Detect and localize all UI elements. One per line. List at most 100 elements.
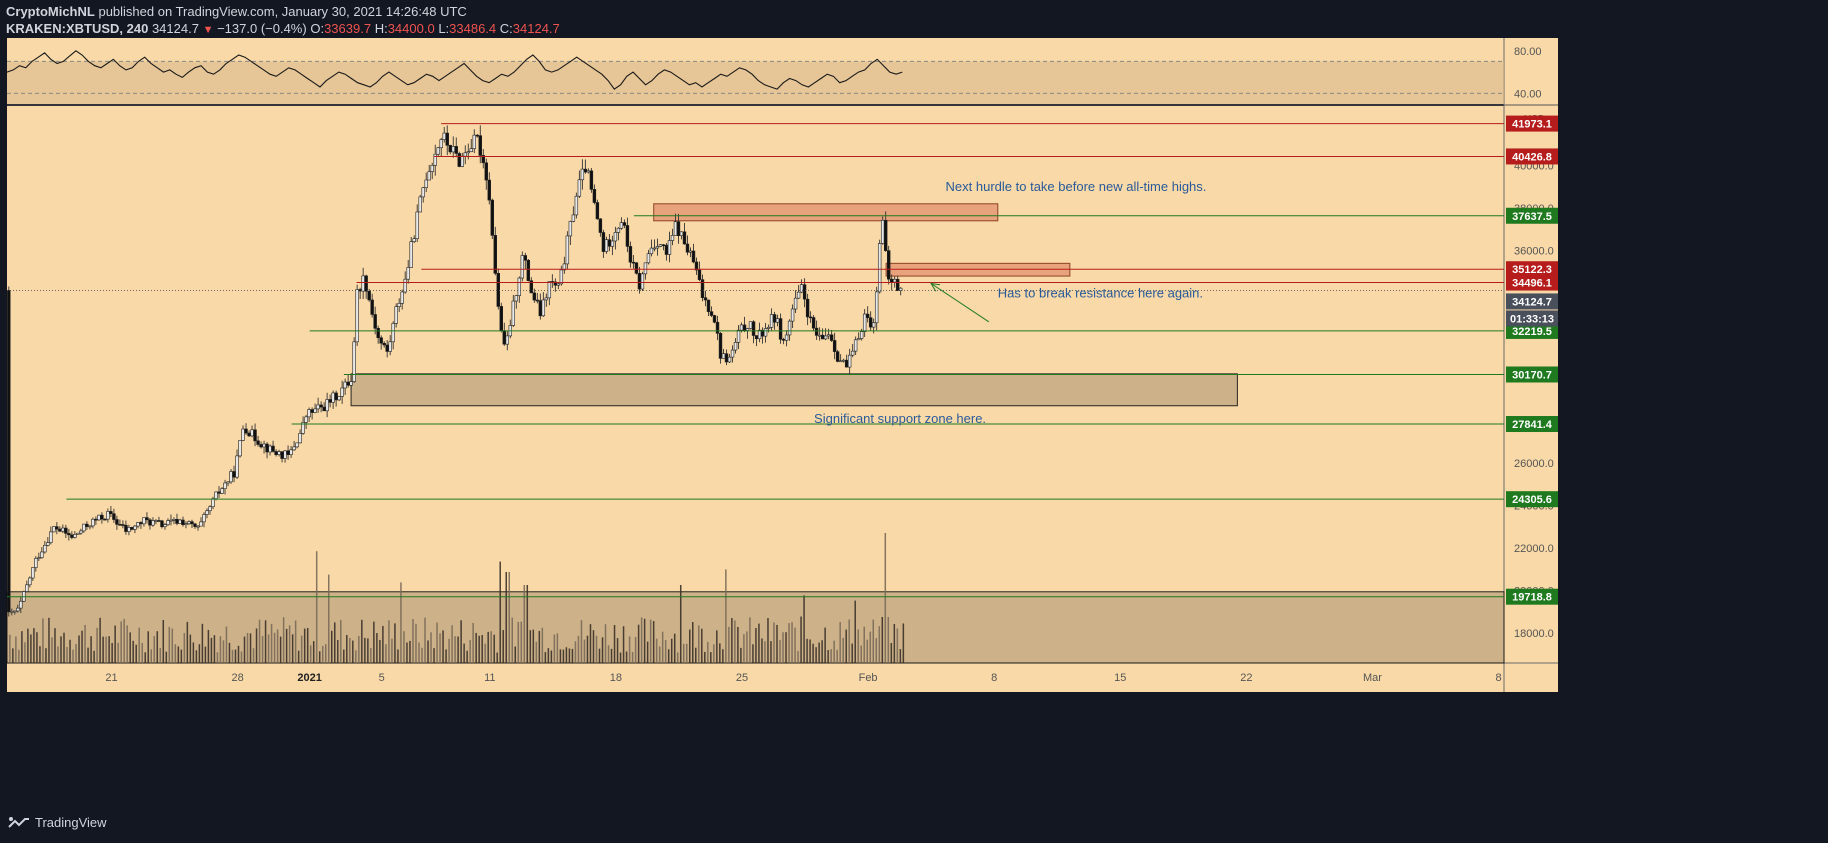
volume-bar (436, 622, 438, 663)
volume-bar (102, 636, 104, 663)
candle (64, 524, 68, 538)
volume-bar (213, 635, 216, 663)
volume-bar (523, 585, 526, 663)
candle-body (511, 300, 516, 326)
candle-body (415, 211, 419, 240)
candle-body (274, 451, 278, 455)
time-tick-label: 21 (105, 672, 117, 684)
candle-body (658, 244, 663, 247)
volume-bar (643, 618, 646, 663)
candle-body (106, 511, 110, 520)
candle-body (841, 359, 846, 362)
candle-body (10, 610, 14, 613)
candle-body (736, 329, 741, 343)
candle-body (76, 532, 80, 535)
volume-bar (21, 631, 23, 663)
candle (805, 293, 810, 326)
candle (712, 314, 717, 324)
candle-body (751, 321, 756, 336)
candle-body (538, 300, 543, 317)
candle-body (775, 318, 780, 323)
candle (643, 262, 648, 280)
candle-body (874, 291, 879, 324)
candle (115, 515, 119, 530)
volume-bar (701, 628, 703, 663)
volume-bar (565, 647, 568, 663)
candle-body (583, 168, 588, 173)
candle-body (328, 399, 332, 403)
candle-body (199, 521, 203, 527)
volume-bar (228, 642, 231, 663)
volume-bar (267, 634, 270, 663)
candle (34, 556, 38, 572)
time-tick-label: Mar (1363, 672, 1382, 684)
candle (439, 137, 443, 157)
candle (556, 282, 561, 290)
candle-body (145, 517, 149, 521)
candle-body (397, 303, 401, 307)
candle (787, 319, 792, 341)
candle-body (823, 335, 828, 340)
candle-body (94, 518, 98, 521)
candle-body (73, 534, 77, 538)
candle (655, 238, 660, 256)
volume-bar (195, 650, 198, 663)
volume-bar (243, 636, 246, 663)
candle-body (847, 354, 852, 368)
candle (709, 306, 714, 317)
candle-body (163, 524, 167, 528)
candle (181, 516, 185, 527)
time-tick-label: 15 (1114, 672, 1126, 684)
candle-body (655, 246, 660, 249)
symbol-label[interactable]: KRAKEN:XBTUSD, 240 (6, 21, 149, 36)
candle (640, 271, 645, 291)
candle (706, 299, 711, 316)
candle-body (535, 299, 540, 302)
candle-body (97, 514, 101, 521)
volume-bar (385, 644, 387, 663)
candle (190, 519, 194, 529)
candle (697, 261, 702, 282)
volume-bar (406, 642, 408, 663)
volume-bar (445, 649, 447, 663)
candle (862, 309, 867, 337)
volume-bar (890, 642, 893, 663)
candle-body (238, 440, 242, 457)
candle-body (388, 341, 392, 352)
volume-bar (39, 646, 41, 663)
candle (37, 552, 41, 562)
volume-bar (90, 636, 92, 663)
candle-body (403, 278, 407, 293)
volume-bar (189, 634, 192, 663)
author-name[interactable]: CryptoMichNL (6, 4, 95, 19)
candle-body (862, 313, 867, 332)
rsi-line (6, 50, 903, 90)
volume-bar (571, 648, 574, 663)
candle (79, 528, 83, 535)
volume-bar (394, 623, 396, 663)
candle-body (37, 557, 41, 560)
candle-body (772, 314, 777, 323)
candle (856, 332, 861, 341)
candle (694, 257, 699, 275)
candle-body (562, 263, 567, 271)
volume-bar (66, 647, 68, 663)
volume-bar (553, 634, 556, 663)
candle-body (829, 334, 834, 341)
volume-bar (427, 640, 429, 663)
candle (373, 306, 377, 335)
footer-brand[interactable]: TradingView (35, 815, 107, 830)
countdown-badge (1506, 310, 1558, 327)
volume-bar (655, 638, 658, 663)
candle-body (253, 429, 257, 442)
candle-body (595, 202, 600, 220)
price-badge (1506, 261, 1558, 278)
candle-body (19, 600, 23, 609)
candle (868, 311, 873, 332)
volume-bar (667, 649, 670, 663)
candle-body (766, 327, 771, 329)
candle-body (565, 235, 570, 265)
volume-bar (222, 640, 225, 663)
candle (658, 243, 663, 248)
